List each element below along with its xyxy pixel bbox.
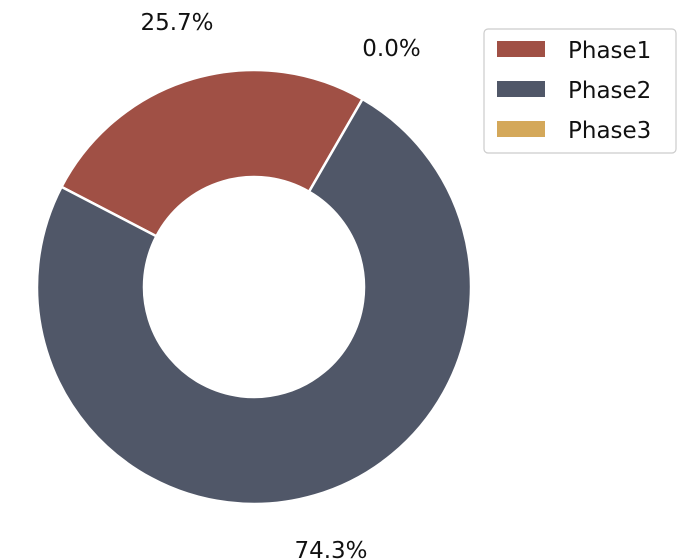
legend-swatch-phase1: [497, 41, 545, 57]
percent-label-phase2: 74.3%: [294, 538, 367, 560]
slice-phase2: [35, 97, 473, 506]
slice-phase1: [60, 68, 364, 238]
donut-slices: [35, 68, 473, 506]
percent-label-phase1: 25.7%: [140, 10, 213, 36]
legend-label-phase3: Phase3: [568, 118, 651, 144]
legend: Phase1 Phase2 Phase3: [483, 28, 677, 154]
legend-label-phase1: Phase1: [568, 38, 651, 64]
legend-label-phase2: Phase2: [568, 78, 651, 104]
legend-swatch-phase2: [497, 81, 545, 97]
percent-label-phase3: 0.0%: [362, 36, 420, 62]
legend-swatch-phase3: [497, 121, 545, 137]
percent-labels: 25.7% 74.3% 0.0%: [140, 10, 420, 560]
